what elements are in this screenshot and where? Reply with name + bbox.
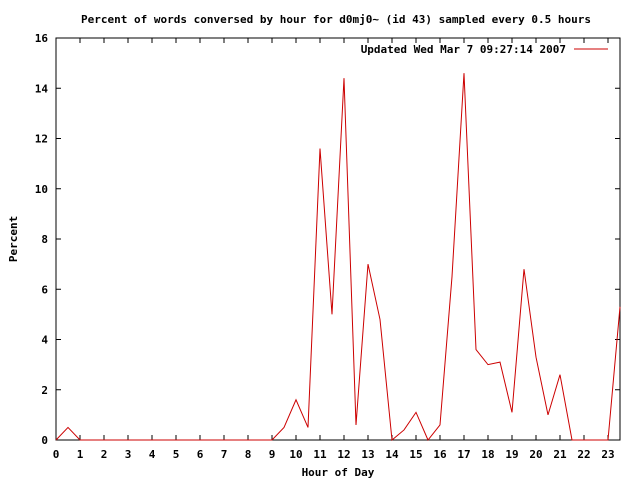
x-tick-label: 10	[289, 448, 302, 461]
y-tick-label: 4	[41, 334, 48, 347]
x-tick-label: 4	[149, 448, 156, 461]
x-tick-label: 18	[481, 448, 494, 461]
y-tick-label: 0	[41, 434, 48, 447]
chart-title: Percent of words conversed by hour for d…	[81, 13, 591, 26]
x-tick-label: 11	[313, 448, 327, 461]
plot-area	[55, 37, 621, 441]
series-group	[55, 73, 621, 441]
x-tick-label: 12	[337, 448, 350, 461]
y-tick-label: 8	[41, 233, 48, 246]
x-tick-label: 15	[409, 448, 422, 461]
y-tick-label: 6	[41, 283, 48, 296]
x-tick-label: 0	[53, 448, 60, 461]
y-tick-label: 14	[35, 82, 49, 95]
x-tick-label: 22	[577, 448, 590, 461]
x-tick-label: 13	[361, 448, 374, 461]
x-tick-label: 9	[269, 448, 276, 461]
x-tick-label: 20	[529, 448, 542, 461]
x-tick-label: 21	[553, 448, 567, 461]
legend: Updated Wed Mar 7 09:27:14 2007	[361, 43, 608, 56]
x-axis-label: Hour of Day	[302, 466, 375, 479]
y-axis-label: Percent	[7, 216, 20, 262]
x-tick-label: 8	[245, 448, 252, 461]
legend-label: Updated Wed Mar 7 09:27:14 2007	[361, 43, 566, 56]
series-line	[55, 73, 621, 441]
y-tick-label: 2	[41, 384, 48, 397]
y-axis: 0 2 4 6 8 10 12 14 16	[35, 32, 620, 447]
x-tick-label: 7	[221, 448, 228, 461]
x-tick-label: 23	[601, 448, 614, 461]
y-tick-label: 12	[35, 133, 48, 146]
x-tick-label: 16	[433, 448, 447, 461]
x-tick-label: 3	[125, 448, 132, 461]
x-tick-label: 6	[197, 448, 204, 461]
x-axis: 0 1 2 3 4 5 6 7 8 9 10 11 12 13 14 15 16 17 18 19 20 21 22 23	[53, 38, 615, 461]
x-tick-label: 1	[77, 448, 84, 461]
x-tick-label: 14	[385, 448, 399, 461]
x-tick-label: 2	[101, 448, 108, 461]
x-tick-label: 5	[173, 448, 180, 461]
y-tick-label: 10	[35, 183, 48, 196]
x-tick-label: 17	[457, 448, 470, 461]
x-tick-label: 19	[505, 448, 518, 461]
y-tick-label: 16	[35, 32, 49, 45]
